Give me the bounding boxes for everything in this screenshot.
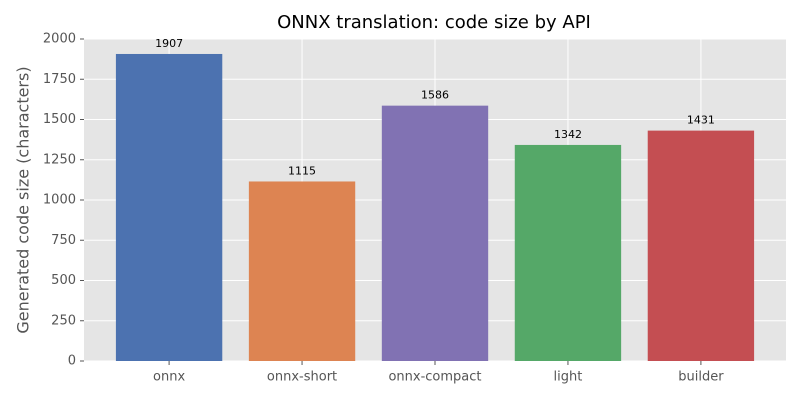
y-tick-label: 1500 [43, 112, 76, 127]
y-tick-label: 750 [51, 233, 76, 248]
y-tick-label: 2000 [43, 32, 76, 47]
y-tick-label: 250 [51, 313, 76, 328]
y-tick-label: 0 [68, 354, 76, 369]
x-tick-label: light [554, 370, 583, 385]
bar [381, 105, 489, 362]
data-label: 1431 [687, 114, 715, 127]
data-label: 1586 [421, 89, 449, 102]
data-label: 1907 [155, 37, 183, 50]
bar [647, 130, 755, 361]
x-tick-label: onnx [153, 370, 185, 385]
bar [514, 144, 622, 361]
bar [248, 181, 356, 361]
y-axis-label: Generated code size (characters) [14, 66, 33, 333]
data-label: 1342 [554, 128, 582, 141]
x-tick-label: onnx-compact [388, 370, 481, 385]
x-tick-label: builder [678, 370, 724, 385]
bar [115, 53, 223, 362]
y-tick-label: 1750 [43, 72, 76, 87]
y-tick-label: 500 [51, 273, 76, 288]
data-label: 1115 [288, 164, 316, 177]
y-tick-label: 1250 [43, 152, 76, 167]
chart-title: ONNX translation: code size by API [277, 12, 591, 33]
y-tick-label: 1000 [43, 193, 76, 208]
x-tick-label: onnx-short [267, 370, 337, 385]
